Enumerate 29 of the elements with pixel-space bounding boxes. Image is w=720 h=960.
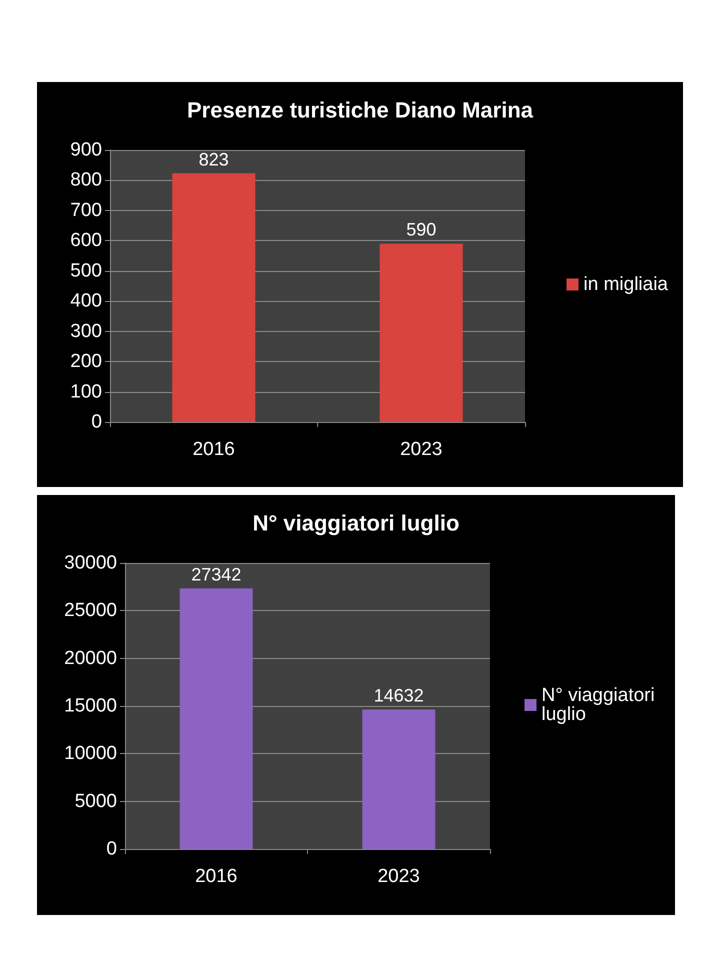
x-tick-label: 2016 xyxy=(195,866,238,887)
data-label: 27342 xyxy=(191,564,242,584)
y-tick-label: 20000 xyxy=(64,648,117,669)
x-tick-label: 2023 xyxy=(400,439,442,460)
legend-label: N° viaggiatori luglio xyxy=(542,685,660,725)
data-label: 823 xyxy=(198,149,229,170)
legend-label: in migliaia xyxy=(584,274,668,295)
y-tick-label: 300 xyxy=(70,320,102,342)
y-tick-label: 600 xyxy=(70,230,102,252)
y-tick-label: 700 xyxy=(70,200,102,221)
y-tick-label: 0 xyxy=(106,838,117,860)
y-tick-label: 0 xyxy=(91,412,102,432)
y-tick-label: 10000 xyxy=(64,743,117,764)
y-tick-label: 15000 xyxy=(64,696,117,716)
y-tick-label: 200 xyxy=(70,351,102,372)
y-tick-label: 800 xyxy=(70,170,102,191)
chart-title: Presenze turistiche Diano Marina xyxy=(187,98,534,122)
x-tick-label: 2016 xyxy=(192,439,235,460)
data-label: 590 xyxy=(406,220,436,240)
y-tick-label: 400 xyxy=(70,290,102,312)
y-tick-label: 900 xyxy=(70,140,102,160)
y-tick-label: 25000 xyxy=(64,600,117,622)
data-label: 14632 xyxy=(374,686,424,706)
y-tick-label: 30000 xyxy=(64,552,117,574)
chart-title: N° viaggiatori luglio xyxy=(252,510,460,536)
x-tick-label: 2023 xyxy=(378,866,420,887)
y-tick-label: 100 xyxy=(70,381,102,402)
y-tick-label: 5000 xyxy=(74,790,117,812)
y-tick-label: 500 xyxy=(70,260,102,282)
